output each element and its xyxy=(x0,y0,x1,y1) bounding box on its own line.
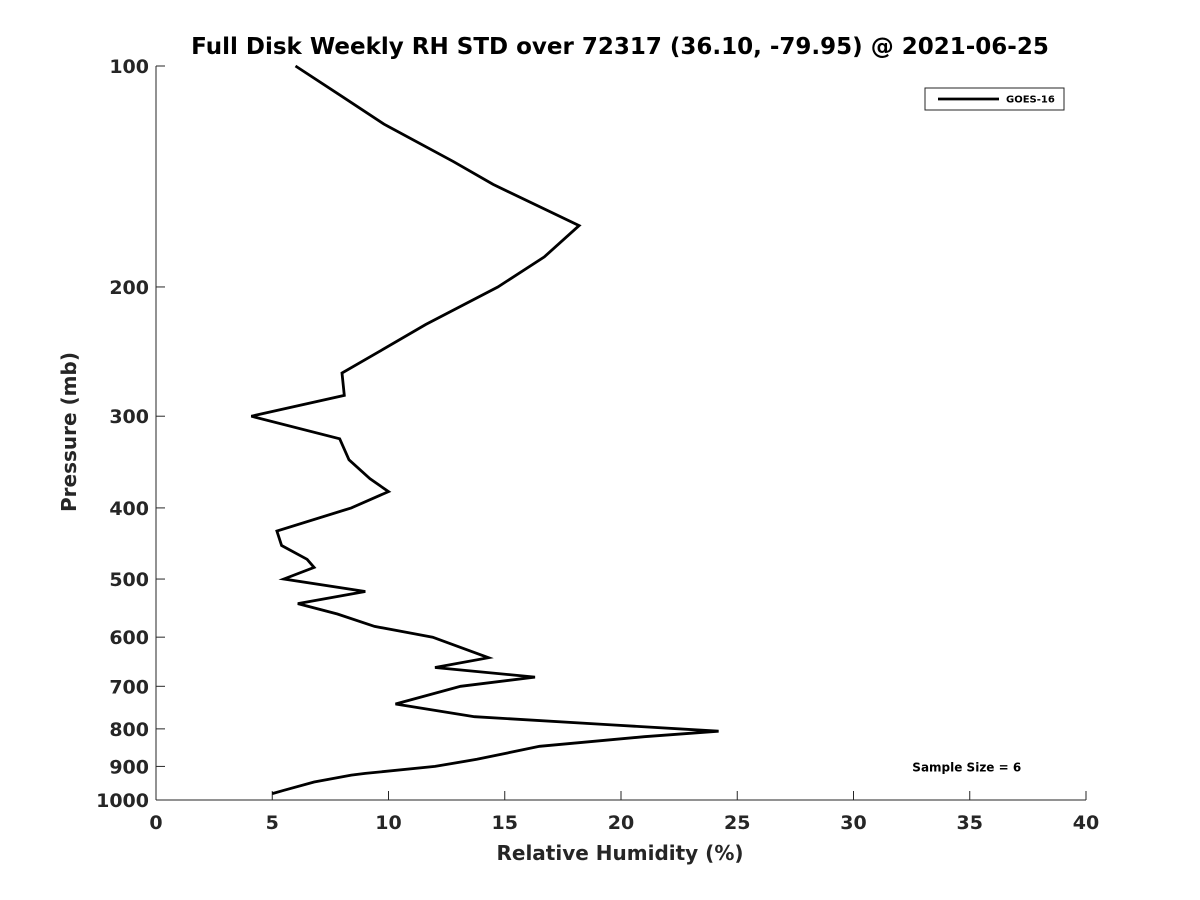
x-axis-label: Relative Humidity (%) xyxy=(496,841,743,865)
y-tick-label: 1000 xyxy=(96,790,149,812)
annotations: Sample Size = 6 xyxy=(912,760,1021,774)
y-axis-ticks: 100 200 300 400 500 600 700 800 900 1000 xyxy=(96,56,165,812)
x-tick-label: 35 xyxy=(957,812,983,834)
plot-axes xyxy=(155,66,1086,801)
y-tick-label: 600 xyxy=(109,627,149,649)
y-tick-label: 900 xyxy=(109,756,149,778)
x-tick-label: 30 xyxy=(840,812,866,834)
x-tick-label: 15 xyxy=(492,812,518,834)
x-tick-label: 10 xyxy=(375,812,401,834)
x-tick-label: 25 xyxy=(724,812,750,834)
y-axis-label: Pressure (mb) xyxy=(57,352,81,512)
x-axis-ticks: 0 5 10 15 20 25 30 35 40 xyxy=(149,791,1099,834)
series-line-goes16 xyxy=(250,64,719,795)
series-layer xyxy=(250,64,719,795)
y-tick-label: 400 xyxy=(109,498,149,520)
legend-entry: GOES-16 xyxy=(1006,95,1055,106)
x-tick-label: 40 xyxy=(1073,812,1099,834)
legend: GOES-16 xyxy=(924,87,1065,111)
chart-title: Full Disk Weekly RH STD over 72317 (36.1… xyxy=(191,34,1049,60)
y-tick-label: 800 xyxy=(109,719,149,741)
x-tick-label: 0 xyxy=(149,812,162,834)
x-tick-label: 5 xyxy=(266,812,279,834)
y-tick-label: 500 xyxy=(109,569,149,591)
y-tick-label: 100 xyxy=(109,56,149,78)
y-tick-label: 200 xyxy=(109,277,149,299)
y-tick-label: 300 xyxy=(109,406,149,428)
y-tick-label: 700 xyxy=(109,676,149,698)
x-tick-label: 20 xyxy=(608,812,634,834)
sample-size-annotation: Sample Size = 6 xyxy=(912,760,1021,774)
